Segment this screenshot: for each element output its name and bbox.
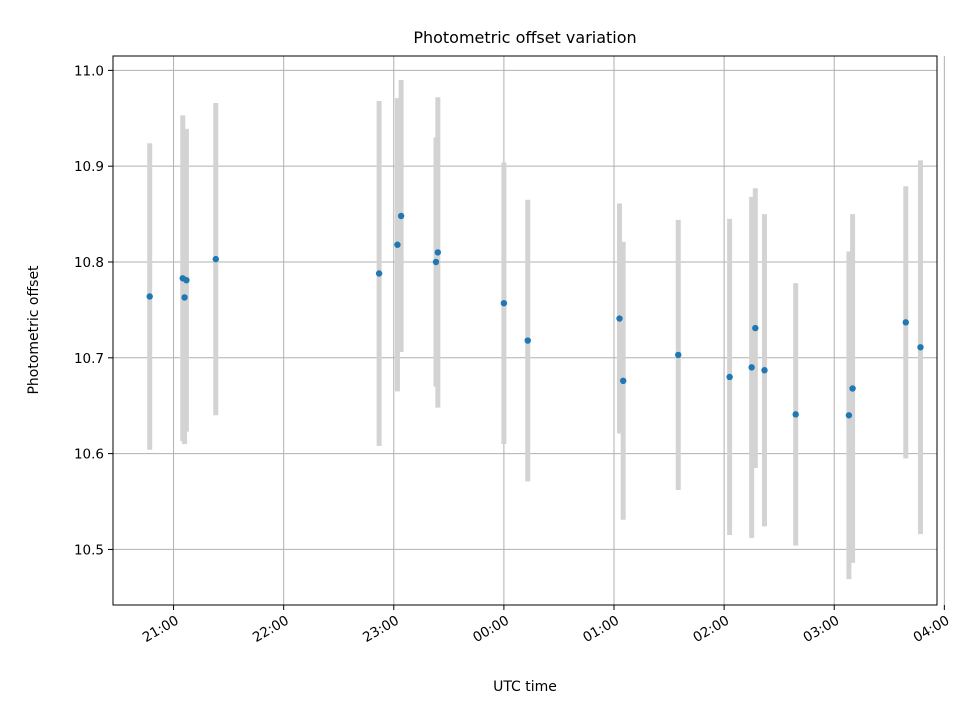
data-point bbox=[849, 385, 856, 392]
y-tick-label: 10.9 bbox=[74, 159, 104, 175]
data-point bbox=[434, 249, 442, 256]
data-point bbox=[375, 270, 383, 277]
data-point bbox=[432, 258, 440, 266]
data-point bbox=[181, 294, 188, 301]
y-tick-label: 10.5 bbox=[74, 542, 104, 558]
data-point bbox=[212, 255, 219, 263]
y-tick-label: 11.0 bbox=[74, 63, 104, 79]
data-point bbox=[675, 351, 682, 359]
data-point bbox=[146, 293, 153, 300]
grid-lines bbox=[113, 56, 945, 605]
chart-title: Photometric offset variation bbox=[413, 28, 636, 47]
data-point bbox=[500, 299, 508, 307]
data-point bbox=[845, 412, 853, 419]
y-axis-ticks: 10.5 10.6 10.7 10.8 10.9 11.0 bbox=[74, 63, 113, 558]
data-point bbox=[748, 364, 755, 371]
data-point bbox=[792, 411, 799, 418]
y-tick-label: 10.8 bbox=[74, 255, 104, 271]
data-point bbox=[752, 324, 759, 332]
y-axis-label: Photometric offset bbox=[26, 265, 42, 395]
y-tick-label: 10.6 bbox=[74, 447, 104, 463]
data-point bbox=[397, 212, 405, 220]
x-axis-label: UTC time bbox=[493, 679, 557, 695]
plot-frame bbox=[112, 55, 938, 606]
data-point bbox=[761, 367, 768, 374]
y-tick-label: 10.7 bbox=[74, 351, 104, 367]
data-point bbox=[524, 337, 531, 344]
data-point bbox=[917, 344, 924, 351]
data-points bbox=[146, 212, 924, 419]
data-point bbox=[183, 276, 190, 284]
data-point bbox=[619, 377, 627, 385]
data-point bbox=[616, 315, 623, 322]
data-point bbox=[726, 373, 733, 381]
data-point bbox=[902, 319, 910, 326]
data-point bbox=[394, 241, 401, 248]
